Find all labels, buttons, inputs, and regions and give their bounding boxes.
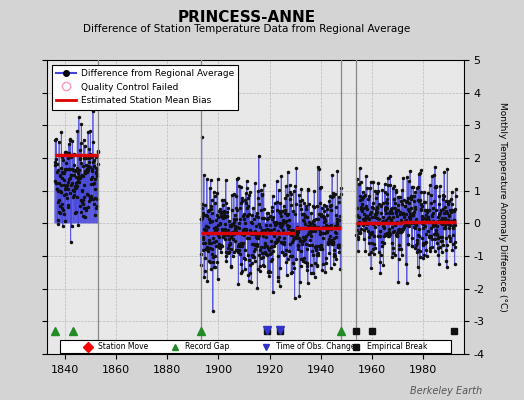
Text: Berkeley Earth: Berkeley Earth: [410, 386, 482, 396]
Text: Time of Obs. Change: Time of Obs. Change: [276, 342, 355, 351]
Text: 1860: 1860: [102, 366, 130, 376]
Text: Empirical Break: Empirical Break: [367, 342, 427, 351]
Text: Station Move: Station Move: [98, 342, 148, 351]
Text: 1940: 1940: [307, 366, 335, 376]
Legend: Difference from Regional Average, Quality Control Failed, Estimated Station Mean: Difference from Regional Average, Qualit…: [52, 64, 238, 110]
Text: 1980: 1980: [409, 366, 437, 376]
Text: 1900: 1900: [204, 366, 233, 376]
Text: 1880: 1880: [153, 366, 181, 376]
Text: 1920: 1920: [255, 366, 283, 376]
Text: 1840: 1840: [51, 366, 79, 376]
Y-axis label: Monthly Temperature Anomaly Difference (°C): Monthly Temperature Anomaly Difference (…: [498, 102, 507, 312]
Text: Record Gap: Record Gap: [185, 342, 230, 351]
Text: 1960: 1960: [358, 366, 386, 376]
FancyBboxPatch shape: [60, 340, 451, 353]
Text: PRINCESS-ANNE: PRINCESS-ANNE: [177, 10, 315, 25]
Text: Difference of Station Temperature Data from Regional Average: Difference of Station Temperature Data f…: [83, 24, 410, 34]
